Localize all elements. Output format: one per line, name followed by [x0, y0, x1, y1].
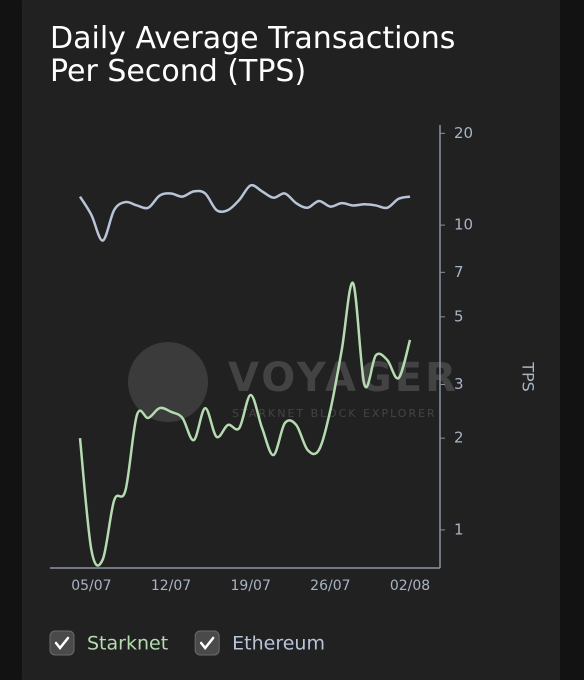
y-axis-label: TPS	[519, 361, 538, 392]
y-tick-label: 2	[454, 429, 464, 447]
x-tick-label: 02/08	[390, 578, 430, 594]
legend-item[interactable]: Starknet	[49, 630, 168, 656]
legend-label: Ethereum	[232, 633, 325, 655]
legend-checkbox[interactable]	[194, 630, 220, 656]
y-tick-label: 1	[454, 520, 464, 538]
y-tick-label: 20	[454, 124, 473, 142]
checkmark	[54, 636, 70, 651]
series-line	[78, 183, 411, 242]
x-tick-label: 26/07	[310, 578, 350, 594]
x-tick-label: 19/07	[231, 578, 271, 594]
watermark: VOYAGER STARKNET BLOCK EXPLORER	[128, 342, 459, 422]
watermark-logo	[128, 342, 208, 422]
y-tick-label: 5	[454, 307, 464, 325]
legend-item[interactable]: Ethereum	[194, 630, 325, 656]
x-tick-label: 05/07	[71, 578, 111, 594]
legend-checkbox[interactable]	[49, 630, 75, 656]
checkmark	[199, 636, 215, 651]
legend-label: Starknet	[87, 633, 168, 655]
card	[22, 0, 560, 680]
y-tick-label: 7	[454, 263, 464, 281]
x-tick-label: 12/07	[151, 578, 191, 594]
y-tick-label: 3	[454, 375, 464, 393]
watermark-subtitle: STARKNET BLOCK EXPLORER	[232, 407, 437, 420]
chart-title: Daily Average Transactions Per Second (TP…	[50, 21, 455, 89]
y-tick-label: 10	[454, 216, 473, 234]
watermark-text: VOYAGER	[228, 355, 459, 401]
series-line	[78, 281, 412, 567]
